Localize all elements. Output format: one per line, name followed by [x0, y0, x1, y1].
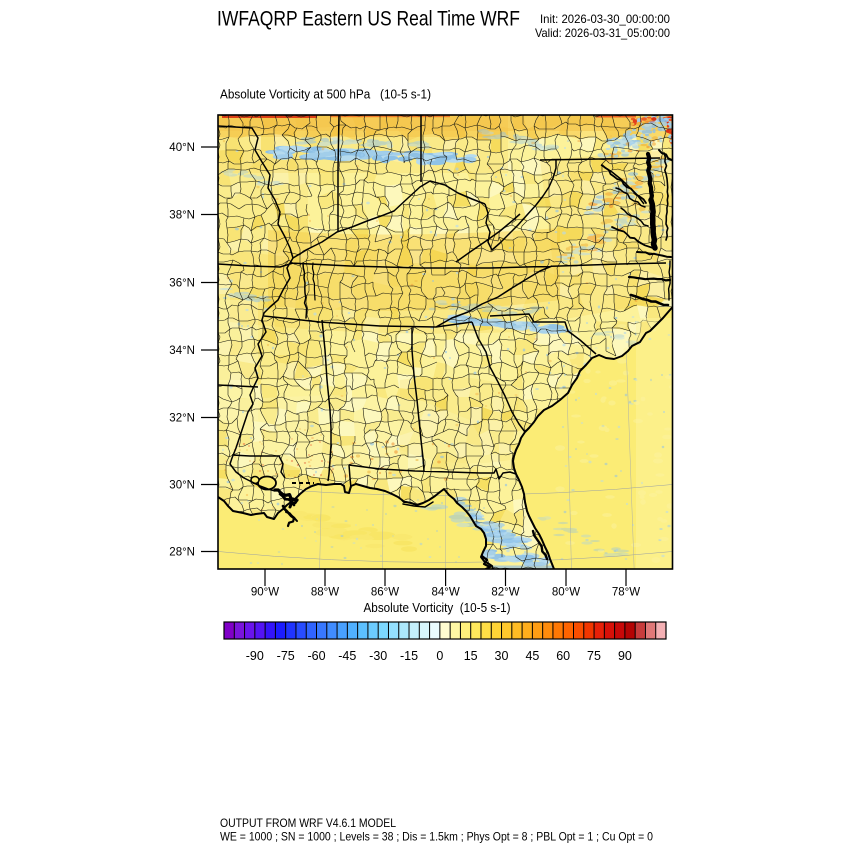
svg-text:38°N: 38°N [169, 210, 195, 222]
svg-text:-30: -30 [369, 649, 387, 663]
svg-text:80°W: 80°W [552, 587, 580, 599]
svg-text:36°N: 36°N [169, 278, 195, 290]
svg-text:15: 15 [464, 649, 478, 663]
svg-text:78°W: 78°W [612, 587, 640, 599]
svg-text:90: 90 [618, 649, 632, 663]
svg-text:Valid: 2026-03-31_05:00:00: Valid: 2026-03-31_05:00:00 [535, 26, 670, 40]
svg-text:30°N: 30°N [169, 480, 195, 492]
svg-text:-75: -75 [277, 649, 295, 663]
svg-text:60: 60 [556, 649, 570, 663]
svg-text:32°N: 32°N [169, 413, 195, 425]
svg-text:86°W: 86°W [371, 587, 399, 599]
svg-text:-60: -60 [307, 649, 325, 663]
svg-text:84°W: 84°W [431, 587, 459, 599]
svg-text:82°W: 82°W [491, 587, 519, 599]
svg-text:34°N: 34°N [169, 345, 195, 357]
svg-text:Absolute Vorticity (10-5 s-1): Absolute Vorticity (10-5 s-1) [364, 601, 511, 615]
svg-text:-90: -90 [246, 649, 264, 663]
svg-text:Init: 2026-03-30_00:00:00: Init: 2026-03-30_00:00:00 [540, 12, 670, 26]
svg-text:28°N: 28°N [169, 547, 195, 559]
svg-text:88°W: 88°W [311, 587, 339, 599]
svg-text:0: 0 [436, 649, 443, 663]
svg-text:-15: -15 [400, 649, 418, 663]
svg-text:Absolute Vorticity at 500 hPa: Absolute Vorticity at 500 hPa (10-5 s-1) [220, 88, 431, 102]
svg-text:-45: -45 [338, 649, 356, 663]
svg-text:OUTPUT FROM WRF V4.6.1 MODEL: OUTPUT FROM WRF V4.6.1 MODEL [220, 817, 396, 830]
svg-text:WE = 1000 ; SN = 1000 ; Levels: WE = 1000 ; SN = 1000 ; Levels = 38 ; Di… [220, 831, 653, 844]
svg-text:40°N: 40°N [169, 142, 195, 154]
svg-text:75: 75 [587, 649, 601, 663]
svg-text:90°W: 90°W [251, 587, 279, 599]
svg-text:30: 30 [495, 649, 509, 663]
svg-text:45: 45 [525, 649, 539, 663]
svg-text:IWFAQRP Eastern US Real Time W: IWFAQRP Eastern US Real Time WRF [217, 8, 520, 31]
